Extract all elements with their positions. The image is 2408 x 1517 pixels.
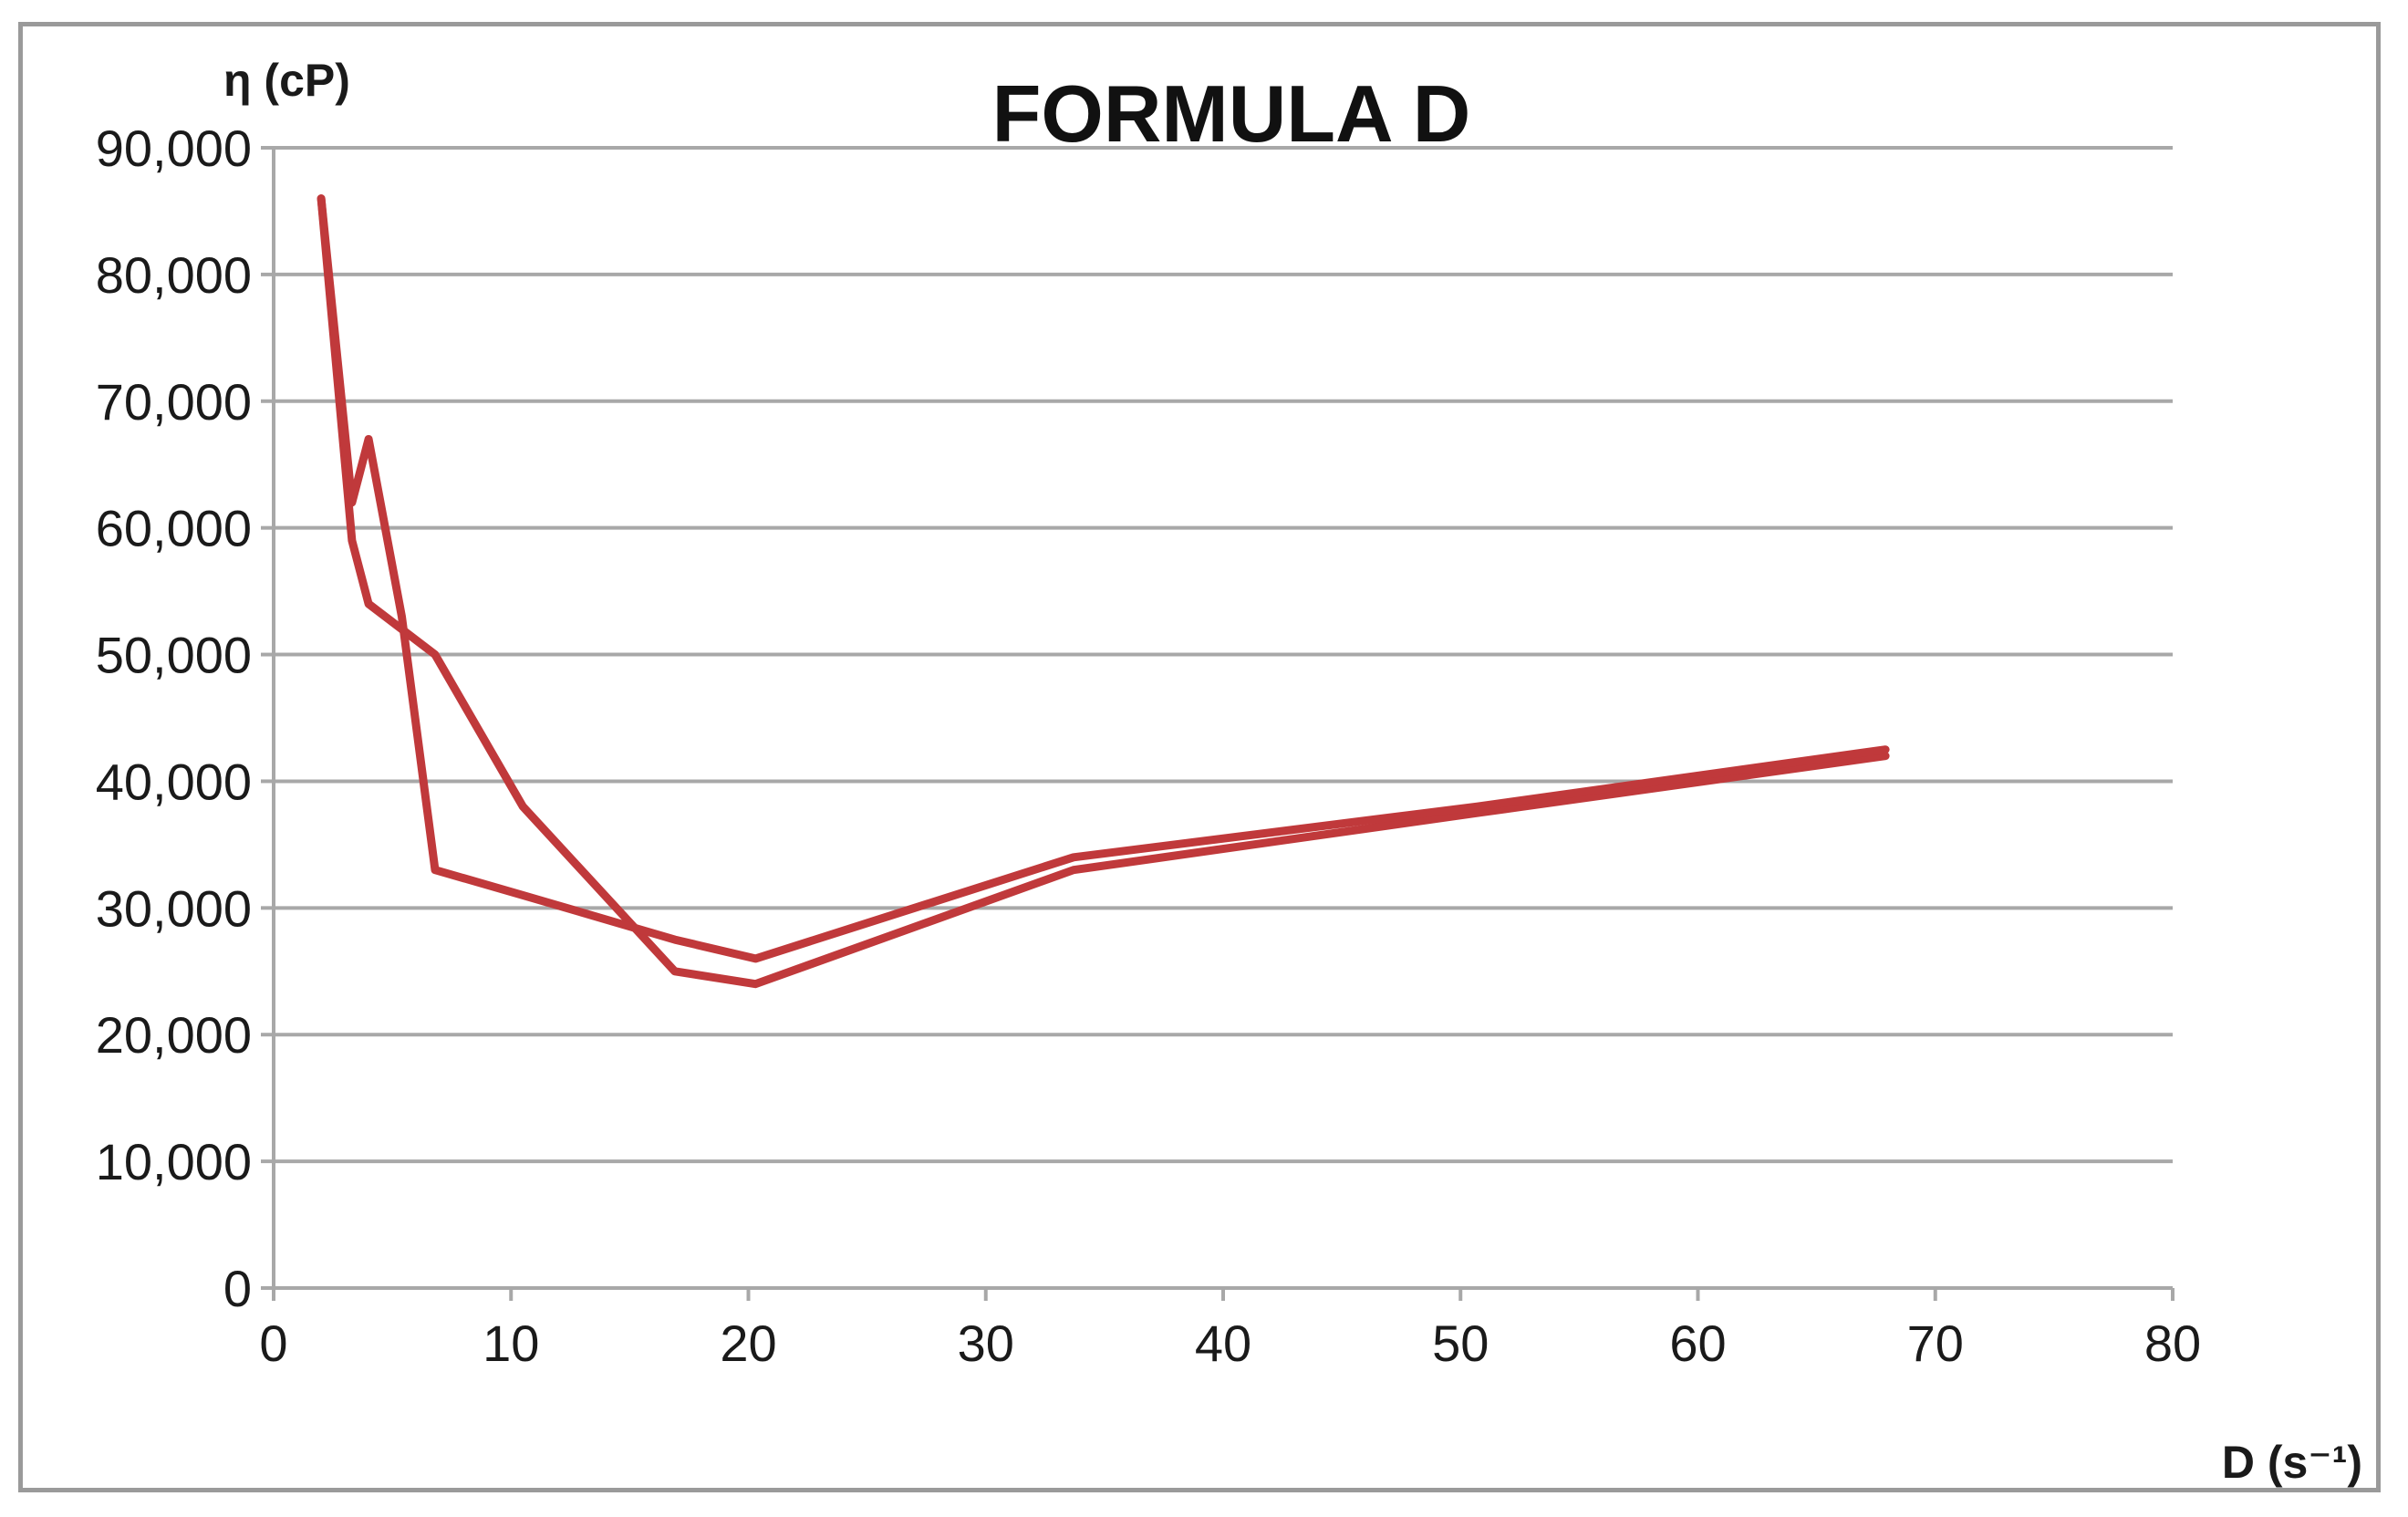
series-line-2 [317,194,1890,963]
y-tick-label: 40,000 [96,753,252,810]
x-tick-label: 20 [720,1314,776,1372]
chart-frame [18,22,2381,1492]
series-line-1 [317,194,1890,989]
x-tick-label: 70 [1907,1314,1964,1372]
y-tick-label: 60,000 [96,500,252,557]
x-axis-label: D (s⁻¹) [2222,1437,2362,1488]
axis-layer [261,146,2174,1301]
y-axis-label: η (cP) [223,55,350,106]
x-tick-label: 30 [958,1314,1014,1372]
y-tick-label: 50,000 [96,627,252,684]
x-tick-label: 40 [1195,1314,1251,1372]
y-tick-label: 70,000 [96,373,252,431]
chart-title: FORMULA D [992,68,1471,159]
x-tick-label: 10 [483,1314,539,1372]
x-tick-label: 80 [2144,1314,2201,1372]
x-tick-label: 60 [1669,1314,1726,1372]
y-tick-label: 20,000 [96,1006,252,1064]
tick-labels: 0 10,000 20,000 30,000 40,000 50,000 60,000 70,… [96,119,2201,1372]
y-tick-label: 90,000 [96,119,252,177]
x-tick-label: 0 [259,1314,287,1372]
y-tick-label: 80,000 [96,246,252,304]
y-tick-label: 30,000 [96,879,252,937]
grid-layer [274,146,2173,1164]
y-tick-label: 0 [223,1260,252,1317]
y-tick-label: 10,000 [96,1133,252,1190]
x-tick-label: 50 [1432,1314,1489,1372]
series-layer [317,194,1890,989]
